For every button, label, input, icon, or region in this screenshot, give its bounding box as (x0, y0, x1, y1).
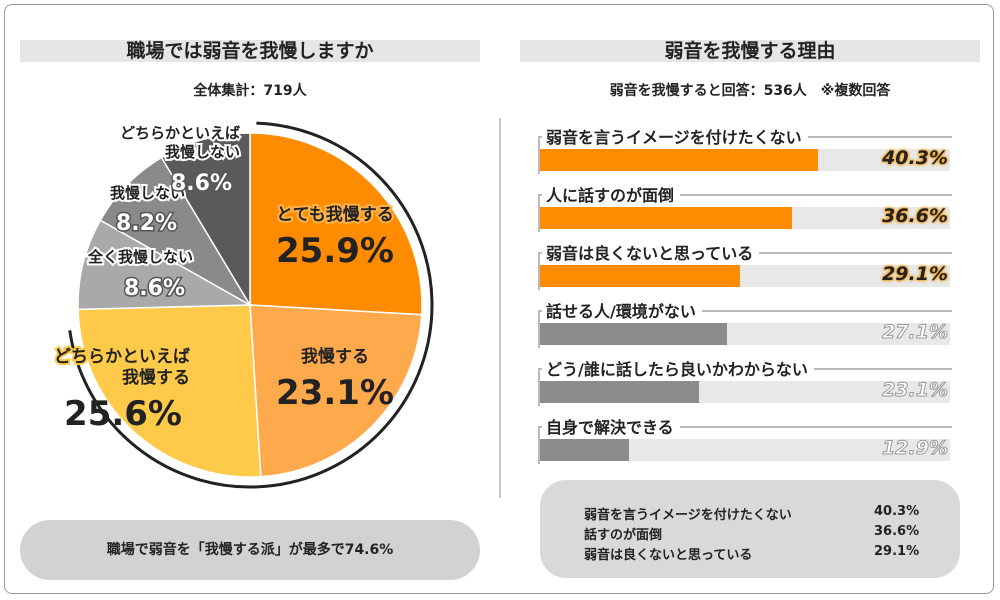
bar (540, 149, 818, 171)
pie-slice-value: 23.1% (276, 373, 394, 413)
bar-value-label: 29.1% (882, 263, 948, 285)
pie-slice-label: 我慢しない (110, 184, 185, 202)
pie-slice-value: 25.6% (64, 394, 182, 434)
bar-track (540, 381, 950, 403)
pie-chart: とても我慢する 25.9% 我慢する 23.1% どちらかといえば我慢する 25.6% 全く… (52, 121, 434, 489)
pie-slice (249, 132, 423, 316)
summary-row: 弱音は良くないと思っている 29.1% (584, 544, 919, 563)
bar-frame (538, 426, 952, 464)
summary-row: 話すのが面倒 36.6% (584, 524, 919, 543)
bar-category-label: 弱音を言うイメージを付けたくない (542, 124, 808, 148)
bar-track (540, 265, 950, 287)
left-panel-subtitle: 全体集計：719人 (193, 83, 307, 99)
bar-value-label: 40.3% (882, 147, 948, 169)
bar-track (540, 323, 950, 345)
pie-slice (77, 219, 253, 311)
left-panel-title: 職場では弱音を我慢しますか (20, 40, 480, 62)
right-panel-title: 弱音を我慢する理由 (520, 40, 980, 62)
summary-row-value: 29.1% (874, 544, 920, 559)
pie-decorative-arc (68, 121, 434, 489)
summary-row: 弱音を言うイメージを付けたくない 40.3% (584, 504, 919, 523)
bar (540, 381, 700, 403)
left-summary-callout: 職場で弱音を「我慢する派」が最多で74.6% (20, 520, 480, 580)
pie-slice-label: どちらかといえば我慢しない (120, 124, 240, 161)
pie-slice (249, 304, 423, 478)
bar-frame (538, 194, 952, 232)
summary-row-value: 36.6% (874, 524, 920, 539)
pie-slice-label: 全く我慢しない (87, 248, 193, 266)
summary-row-value: 40.3% (874, 504, 920, 519)
pie-slice-value: 8.6% (171, 171, 232, 196)
bar-category-label: 自身で解決できる (542, 414, 680, 438)
pie-slice (99, 156, 253, 308)
bar (540, 207, 793, 229)
bar-category-label: 話せる人/環境がない (542, 298, 702, 322)
bar-value-label: 36.6% (882, 205, 948, 227)
bar (540, 439, 629, 461)
panel-divider (499, 118, 501, 498)
bar-track (540, 439, 950, 461)
pie-slice-label: どちらかといえば我慢する (54, 347, 190, 388)
pie-slice-label: とても我慢する (276, 204, 394, 225)
pie-slice (77, 304, 262, 478)
summary-row-label: 話すのが面倒 (584, 528, 663, 543)
right-panel-subtitle: 弱音を我慢すると回答：536人 ※複数回答 (609, 83, 891, 99)
bar-value-label: 27.1% (882, 321, 949, 344)
bar-category-label: 弱音は良くないと思っている (542, 240, 760, 264)
bar-frame (538, 310, 952, 348)
bar (540, 265, 741, 287)
bar-track (540, 149, 950, 171)
pie-slice-value: 8.2% (116, 211, 177, 236)
bar (540, 323, 727, 345)
pie-slice-value: 25.9% (276, 231, 394, 271)
pie-slice (160, 132, 251, 308)
summary-row-label: 弱音は良くないと思っている (584, 548, 753, 563)
bar-category-label: 人に話すのが面倒 (542, 182, 681, 206)
summary-row-label: 弱音を言うイメージを付けたくない (584, 508, 792, 523)
bar-value-label: 23.1% (882, 379, 949, 402)
pie-slice-value: 8.6% (124, 276, 185, 301)
infographic-frame (4, 4, 994, 594)
bar-track (540, 207, 950, 229)
pie-slice-label: 我慢する (301, 346, 369, 367)
right-summary-callout: 弱音を言うイメージを付けたくない 40.3% 話すのが面倒 36.6% 弱音は良… (540, 480, 960, 578)
bar-category-label: どう/誰に話したら良いかわからない (542, 356, 814, 380)
bar-value-label: 12.9% (882, 437, 949, 460)
